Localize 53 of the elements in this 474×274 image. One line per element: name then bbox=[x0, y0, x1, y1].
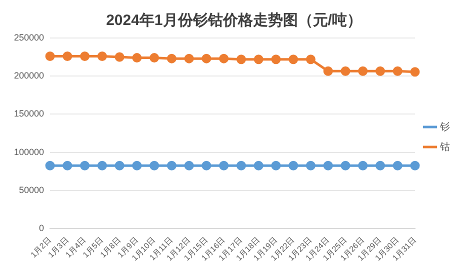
point bbox=[340, 160, 350, 170]
point bbox=[271, 160, 281, 170]
point bbox=[340, 66, 350, 76]
point bbox=[236, 54, 246, 64]
point bbox=[132, 160, 142, 170]
y-tick-label: 200000 bbox=[14, 70, 44, 81]
point bbox=[392, 66, 402, 76]
point bbox=[114, 160, 124, 170]
point bbox=[254, 54, 264, 64]
point bbox=[410, 160, 420, 170]
point bbox=[271, 54, 281, 64]
point bbox=[202, 54, 212, 64]
point bbox=[375, 66, 385, 76]
point bbox=[202, 160, 212, 170]
point bbox=[62, 160, 72, 170]
point bbox=[80, 160, 90, 170]
point bbox=[219, 160, 229, 170]
point bbox=[358, 160, 368, 170]
point bbox=[323, 66, 333, 76]
point bbox=[62, 52, 72, 62]
point bbox=[288, 54, 298, 64]
point bbox=[114, 52, 124, 62]
legend-label: 钴 bbox=[439, 140, 450, 153]
point bbox=[80, 52, 90, 62]
point bbox=[358, 66, 368, 76]
point bbox=[150, 53, 160, 63]
y-tick-label: 150000 bbox=[14, 108, 44, 119]
point bbox=[97, 52, 107, 62]
point bbox=[254, 160, 264, 170]
y-tick-label: 250000 bbox=[14, 32, 44, 42]
point bbox=[288, 160, 298, 170]
point bbox=[45, 52, 55, 62]
point bbox=[166, 54, 176, 64]
chart-title: 2024年1月份钐钴价格走势图（元/吨） bbox=[106, 12, 362, 30]
point bbox=[184, 54, 194, 64]
point bbox=[375, 160, 385, 170]
point bbox=[306, 160, 316, 170]
point bbox=[392, 160, 402, 170]
point bbox=[306, 54, 316, 64]
point bbox=[97, 160, 107, 170]
point bbox=[410, 67, 420, 77]
point bbox=[166, 160, 176, 170]
y-tick-label: 0 bbox=[39, 222, 44, 233]
point bbox=[323, 160, 333, 170]
point bbox=[132, 53, 142, 63]
point bbox=[45, 160, 55, 170]
y-tick-label: 50000 bbox=[19, 184, 44, 195]
point bbox=[150, 160, 160, 170]
point bbox=[236, 160, 246, 170]
y-tick-label: 100000 bbox=[14, 146, 44, 157]
legend-label: 钐 bbox=[439, 120, 450, 133]
point bbox=[219, 54, 229, 64]
point bbox=[184, 160, 194, 170]
